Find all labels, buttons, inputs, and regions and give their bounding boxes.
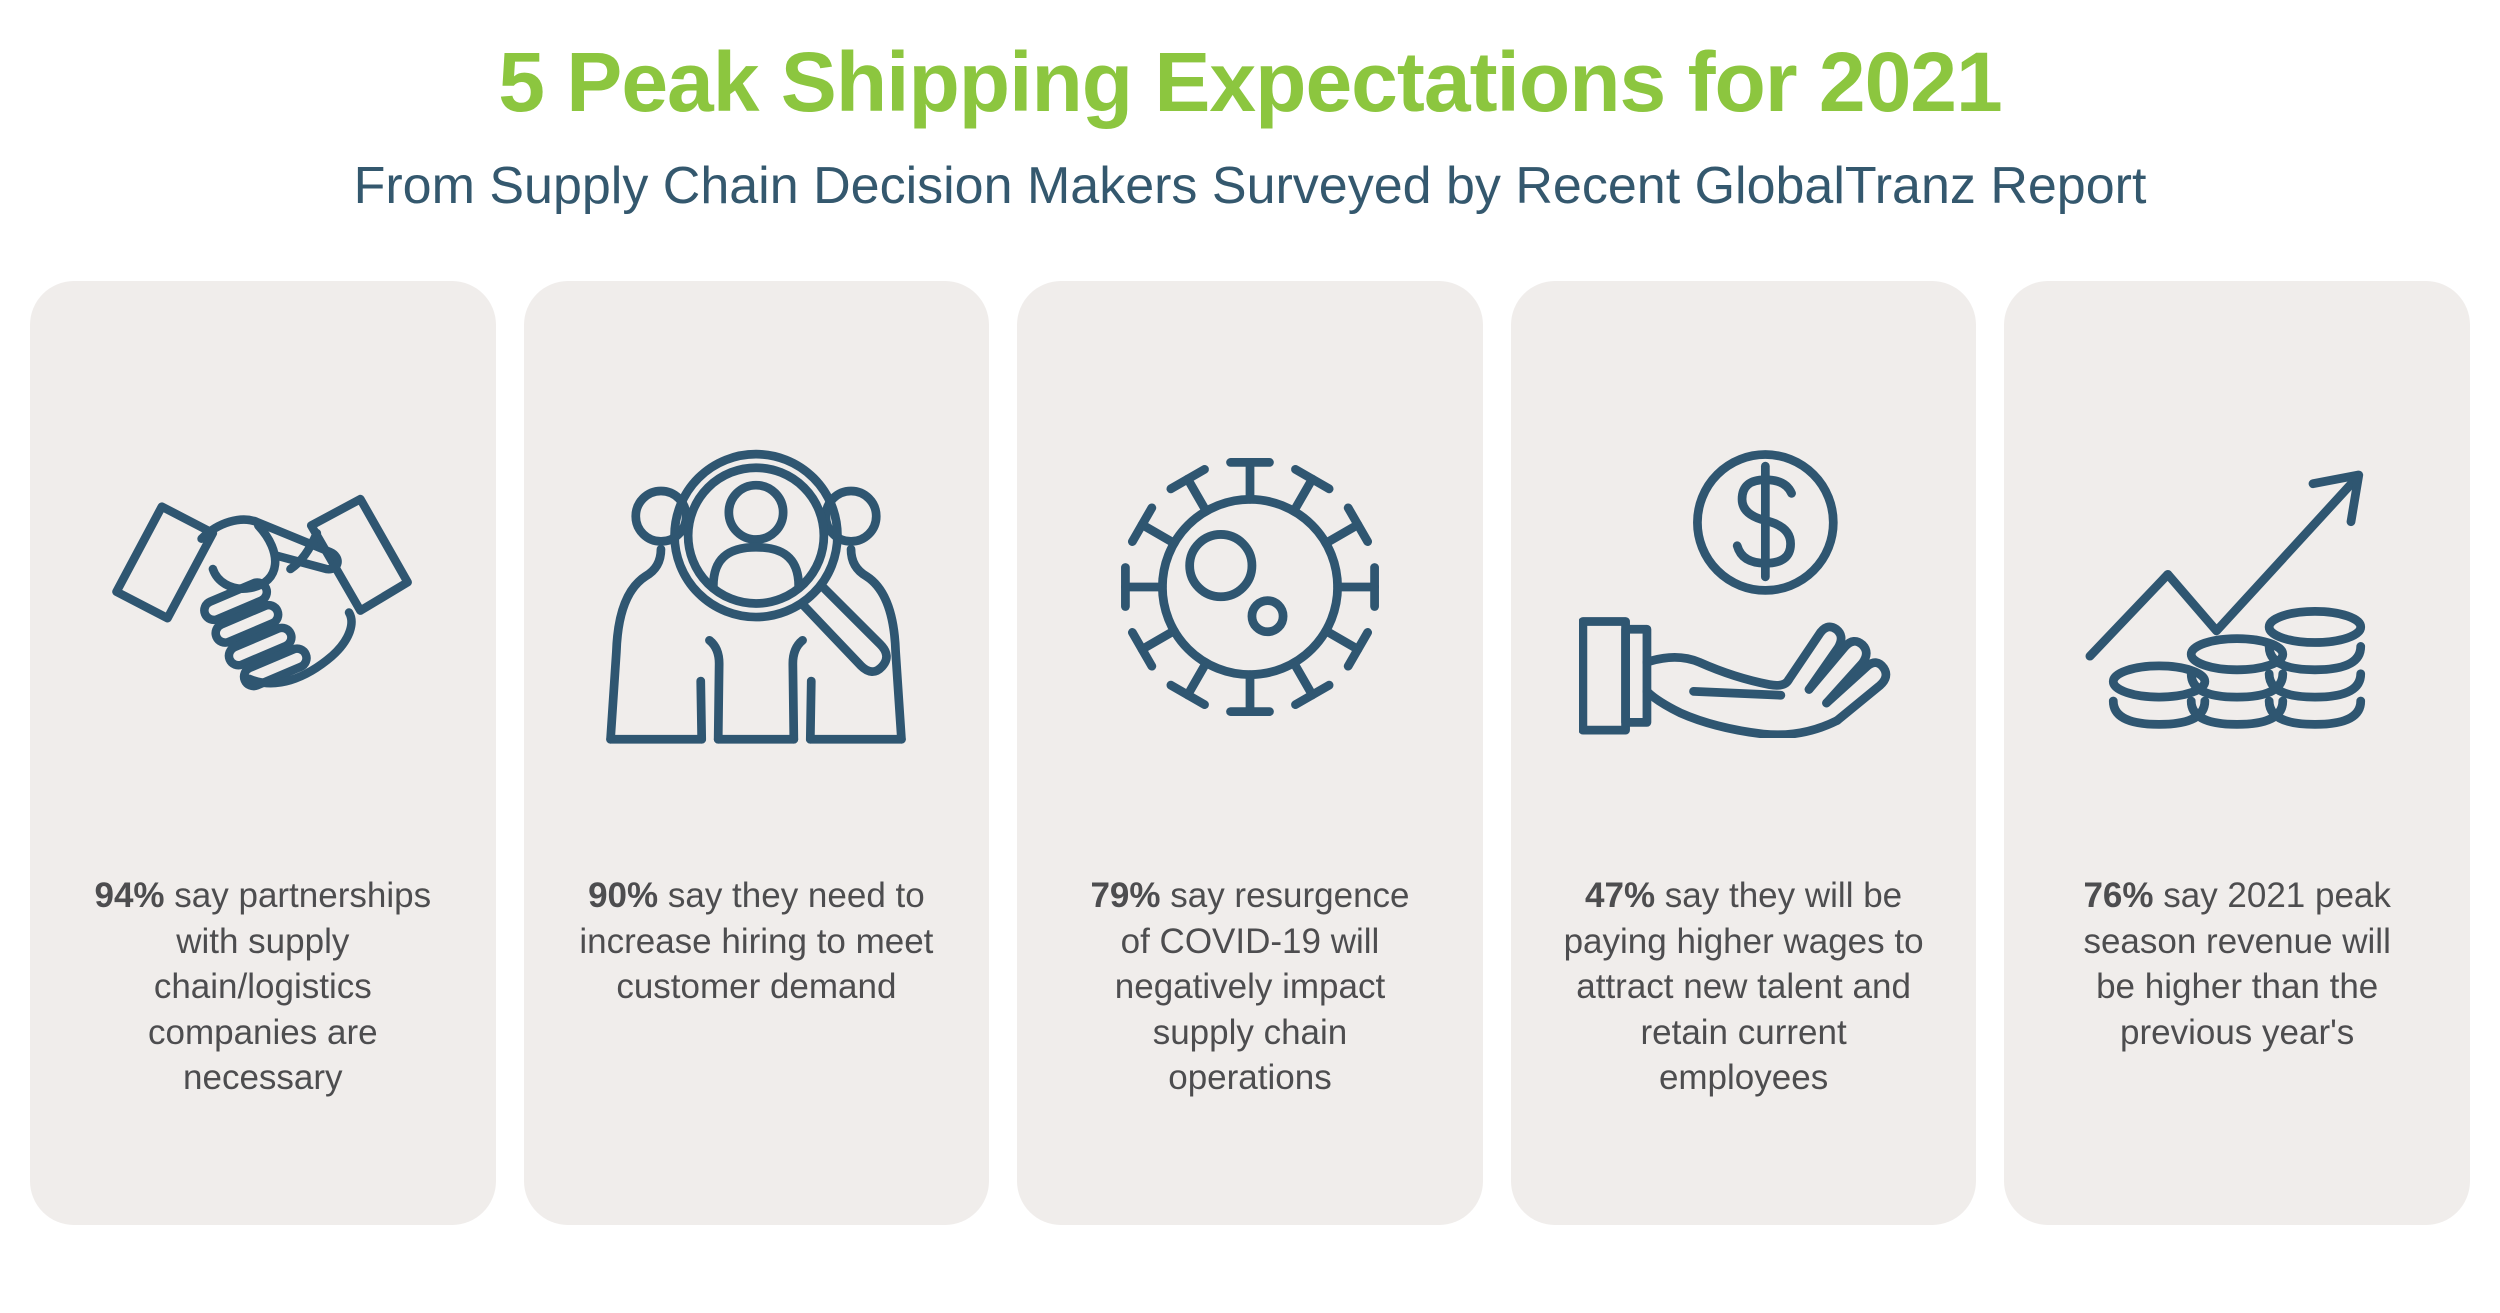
stat-card-hiring: 90% say they need to increase hiring to … <box>523 281 990 1226</box>
card-icon-wrap <box>107 281 419 837</box>
card-icon-wrap <box>2076 281 2398 837</box>
card-text: 90% say they need to increase hiring to … <box>554 873 958 1010</box>
card-icon-wrap <box>1104 281 1396 837</box>
card-icon-wrap <box>591 281 921 837</box>
card-text: 76% say 2021 peak season revenue will be… <box>2065 873 2409 1055</box>
header: 5 Peak Shipping Expectations for 2021 Fr… <box>0 0 2500 215</box>
card-stat: 47% <box>1585 876 1656 916</box>
stat-card-covid: 79% say resurgence of COVID-19 will nega… <box>1017 281 1483 1226</box>
card-text: 79% say resurgence of COVID-19 will nega… <box>1074 873 1426 1101</box>
card-stat: 79% <box>1090 876 1161 916</box>
card-statement: say 2021 peak season revenue will be hig… <box>2083 876 2391 1052</box>
hiring-search-icon <box>606 449 907 744</box>
card-statement: say they will be paying higher wages to … <box>1563 876 1924 1098</box>
wages-hand-dollar-icon <box>1578 449 1890 738</box>
card-icon-wrap <box>1578 281 1909 837</box>
card-text: 94% say partnerships with supply chain/l… <box>77 873 449 1101</box>
card-statement: say they need to increase hiring to meet… <box>579 876 934 1007</box>
card-stat: 90% <box>588 876 659 916</box>
stat-card-partnerships: 94% say partnerships with supply chain/l… <box>30 281 496 1226</box>
stat-card-revenue: 76% say 2021 peak season revenue will be… <box>2004 281 2470 1226</box>
stat-cards-row: 94% say partnerships with supply chain/l… <box>0 281 2500 1226</box>
revenue-growth-coins-icon <box>2085 470 2366 729</box>
card-statement: say partnerships with supply chain/logis… <box>148 876 432 1098</box>
covid-virus-icon <box>1121 458 1379 717</box>
card-stat: 94% <box>94 876 165 916</box>
card-statement: say resurgence of COVID-19 will negative… <box>1114 876 1410 1098</box>
page-subtitle: From Supply Chain Decision Makers Survey… <box>353 157 2147 215</box>
handshake-icon <box>111 495 412 691</box>
page-title: 5 Peak Shipping Expectations for 2021 <box>498 35 2003 129</box>
card-stat: 76% <box>2083 876 2154 916</box>
stat-card-wages: 47% say they will be paying higher wages… <box>1510 281 1977 1226</box>
card-text: 47% say they will be paying higher wages… <box>1556 873 1932 1101</box>
